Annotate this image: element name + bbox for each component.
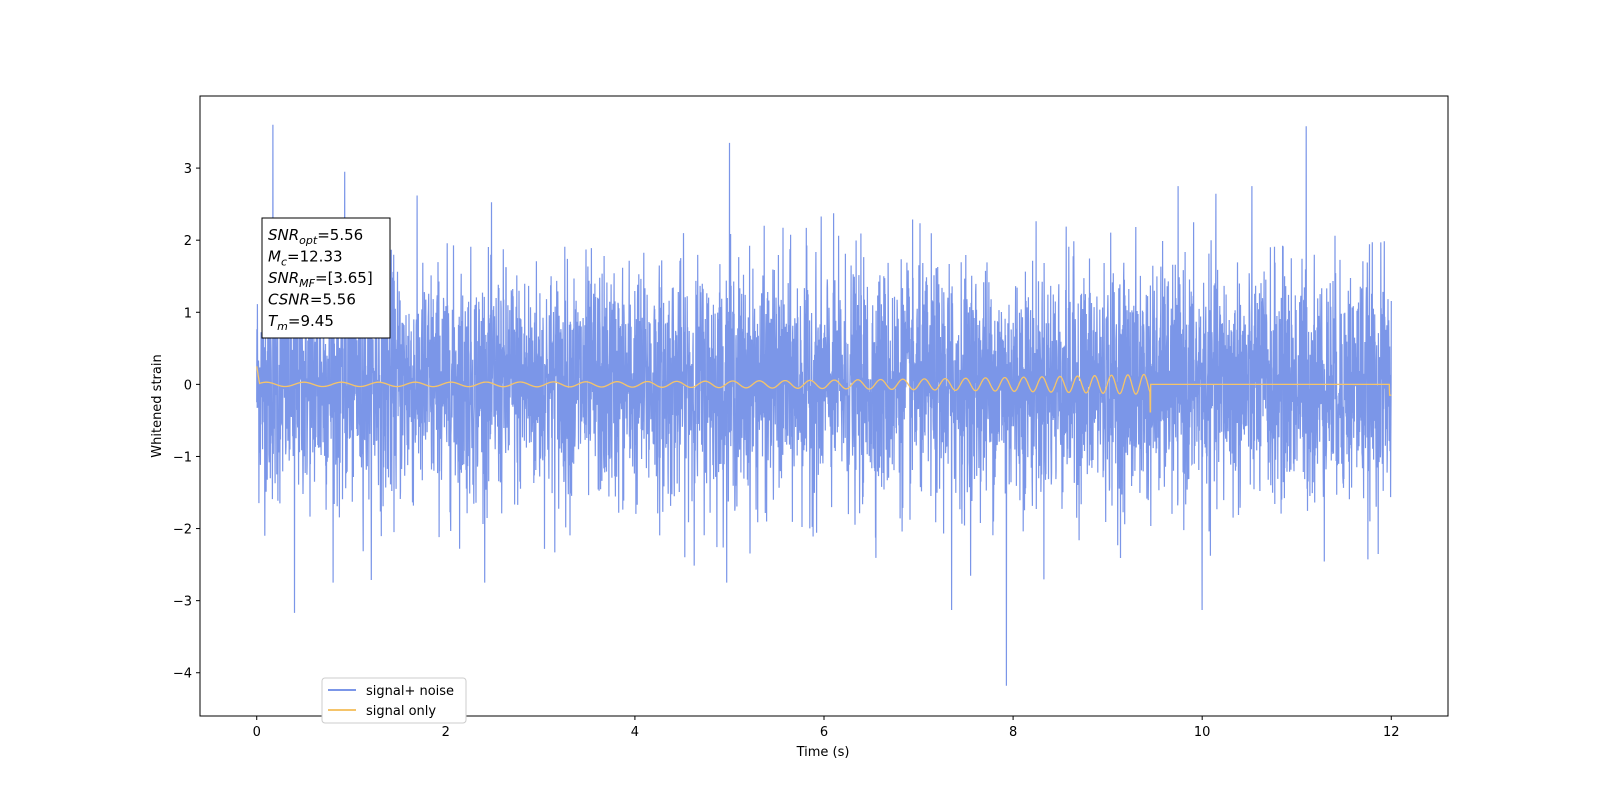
y-tick-label: 1 <box>184 306 192 321</box>
x-tick-label: 6 <box>820 725 828 740</box>
x-tick-label: 8 <box>1009 725 1017 740</box>
annotation-line: SNRMF=[3.65] <box>268 269 373 290</box>
annotation-frame <box>261 217 391 339</box>
annotation-box: SNRopt=5.56Mc=12.33SNRMF=[3.65]CSNR=5.56… <box>261 217 391 339</box>
line-signal-only <box>256 366 1392 413</box>
y-axis-label: Whitened strain <box>150 354 165 457</box>
x-axis-label: Time (s) <box>796 745 850 760</box>
series-signal-plus-noise <box>256 124 1392 686</box>
y-tick-label: −3 <box>173 595 192 610</box>
y-tick-label: 2 <box>184 234 192 249</box>
series-signal-only <box>256 366 1392 413</box>
legend-frame <box>321 677 467 724</box>
legend-label-signal-plus-noise: signal+ noise <box>366 684 454 699</box>
y-tick-label: 0 <box>184 378 192 393</box>
legend-label-signal-only: signal only <box>366 704 436 719</box>
y-tick-label: 3 <box>184 162 192 177</box>
legend: signal+ noise signal only <box>321 677 467 724</box>
annotation-line: Tm=9.45 <box>268 312 334 333</box>
x-tick-label: 0 <box>253 725 261 740</box>
x-tick-label: 10 <box>1194 725 1211 740</box>
x-tick-label: 12 <box>1383 725 1400 740</box>
annotation-line: Mc=12.33 <box>268 248 343 269</box>
y-axis-ticks: 3 2 1 0 −1 −2 −3 −4 <box>173 162 200 682</box>
y-tick-label: −4 <box>173 667 192 682</box>
line-signal-plus-noise <box>256 124 1392 686</box>
x-tick-label: 2 <box>442 725 450 740</box>
annotation-line: CSNR=5.56 <box>268 291 356 309</box>
y-tick-label: −1 <box>173 450 192 465</box>
y-tick-label: −2 <box>173 523 192 538</box>
x-axis-ticks: 0 2 4 6 8 10 12 <box>253 716 1400 740</box>
annotation-lines: SNRopt=5.56Mc=12.33SNRMF=[3.65]CSNR=5.56… <box>268 226 373 333</box>
x-tick-label: 4 <box>631 725 639 740</box>
annotation-line: SNRopt=5.56 <box>268 226 363 247</box>
